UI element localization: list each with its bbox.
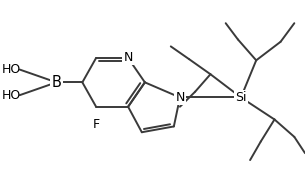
Text: HO: HO bbox=[2, 89, 21, 102]
Text: Si: Si bbox=[235, 91, 247, 104]
Text: HO: HO bbox=[2, 63, 21, 76]
Text: B: B bbox=[52, 75, 61, 90]
Text: N: N bbox=[175, 91, 185, 104]
Text: F: F bbox=[92, 118, 100, 131]
Text: N: N bbox=[124, 52, 133, 65]
